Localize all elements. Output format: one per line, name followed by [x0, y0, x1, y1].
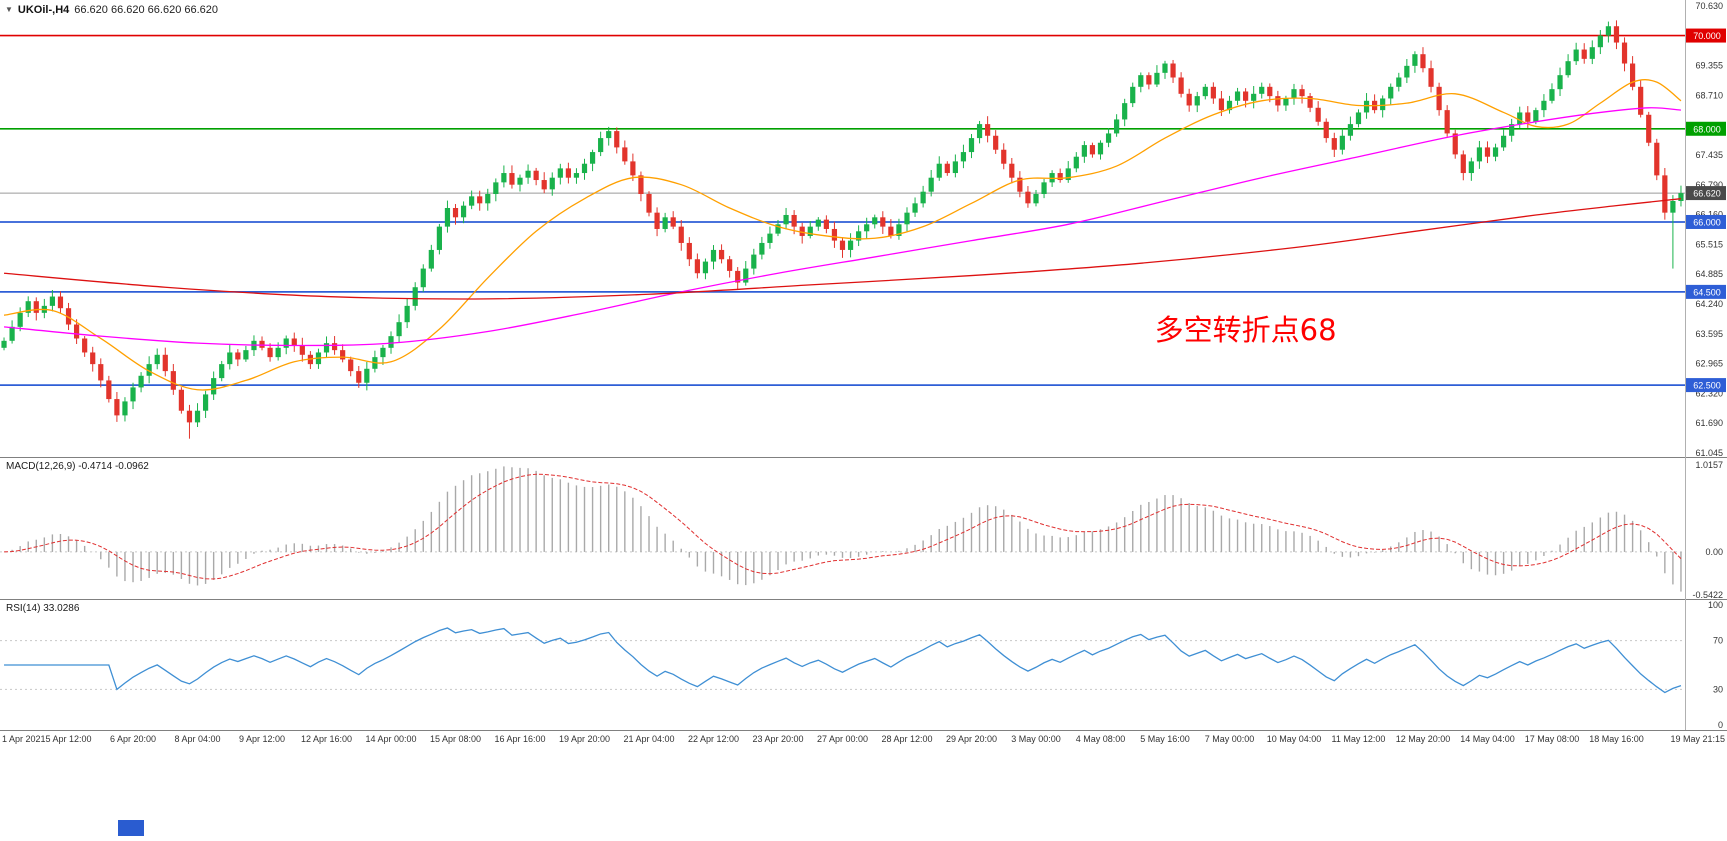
svg-text:61.690: 61.690	[1695, 418, 1723, 428]
svg-text:22 Apr 12:00: 22 Apr 12:00	[688, 734, 739, 744]
svg-text:-0.5422: -0.5422	[1692, 590, 1723, 600]
svg-text:65.515: 65.515	[1695, 240, 1723, 250]
svg-text:11 May 12:00: 11 May 12:00	[1332, 734, 1386, 744]
svg-text:5 Apr 12:00: 5 Apr 12:00	[46, 734, 92, 744]
svg-text:19 Apr 20:00: 19 Apr 20:00	[559, 734, 610, 744]
svg-text:18 May 16:00: 18 May 16:00	[1589, 734, 1644, 744]
svg-text:16 Apr 16:00: 16 Apr 16:00	[494, 734, 545, 744]
svg-text:17 May 08:00: 17 May 08:00	[1525, 734, 1580, 744]
svg-text:70: 70	[1713, 636, 1723, 646]
svg-text:14 May 04:00: 14 May 04:00	[1460, 734, 1515, 744]
chart-dropdown-icon[interactable]: ▼	[5, 5, 13, 14]
svg-text:19 May 21:15: 19 May 21:15	[1670, 734, 1725, 744]
svg-text:64.240: 64.240	[1695, 299, 1723, 309]
svg-text:63.595: 63.595	[1695, 329, 1723, 339]
bottom-left-marker	[118, 820, 144, 836]
svg-text:1.0157: 1.0157	[1695, 460, 1723, 470]
svg-text:6 Apr 20:00: 6 Apr 20:00	[110, 734, 156, 744]
svg-text:66.160: 66.160	[1695, 210, 1723, 220]
svg-text:70.630: 70.630	[1695, 1, 1723, 11]
svg-text:28 Apr 12:00: 28 Apr 12:00	[881, 734, 932, 744]
svg-text:9 Apr 12:00: 9 Apr 12:00	[239, 734, 285, 744]
svg-text:62.320: 62.320	[1695, 388, 1723, 398]
svg-text:7 May 00:00: 7 May 00:00	[1205, 734, 1255, 744]
svg-text:14 Apr 00:00: 14 Apr 00:00	[365, 734, 416, 744]
symbol-timeframe-label: UKOil-,H4	[17, 4, 70, 16]
svg-text:12 Apr 16:00: 12 Apr 16:00	[301, 734, 352, 744]
svg-text:10 May 04:00: 10 May 04:00	[1267, 734, 1322, 744]
svg-text:100: 100	[1708, 600, 1723, 610]
svg-text:1 Apr 2021: 1 Apr 2021	[2, 734, 46, 744]
svg-text:3 May 00:00: 3 May 00:00	[1011, 734, 1061, 744]
svg-text:27 Apr 00:00: 27 Apr 00:00	[817, 734, 868, 744]
svg-text:0: 0	[1718, 720, 1723, 730]
svg-text:5 May 16:00: 5 May 16:00	[1140, 734, 1190, 744]
svg-text:62.965: 62.965	[1695, 358, 1723, 368]
svg-text:68.710: 68.710	[1695, 91, 1723, 101]
svg-text:64.885: 64.885	[1695, 269, 1723, 279]
svg-text:68.000: 68.000	[1693, 124, 1721, 134]
svg-text:66.790: 66.790	[1695, 180, 1723, 190]
chart-title: ▼ UKOil-,H4 66.620 66.620 66.620 66.620	[5, 4, 218, 16]
svg-text:29 Apr 20:00: 29 Apr 20:00	[946, 734, 997, 744]
svg-text:21 Apr 04:00: 21 Apr 04:00	[623, 734, 674, 744]
svg-text:0.00: 0.00	[1705, 547, 1723, 557]
svg-text:4 May 08:00: 4 May 08:00	[1076, 734, 1126, 744]
ohlc-values: 66.620 66.620 66.620 66.620	[74, 4, 219, 16]
svg-text:15 Apr 08:00: 15 Apr 08:00	[430, 734, 481, 744]
svg-text:30: 30	[1713, 684, 1723, 694]
svg-text:67.435: 67.435	[1695, 150, 1723, 160]
macd-indicator-label: MACD(12,26,9) -0.4714 -0.0962	[6, 461, 149, 472]
annotation-text[interactable]: 多空转折点68	[1154, 313, 1337, 348]
svg-text:70.000: 70.000	[1693, 31, 1721, 41]
svg-text:8 Apr 04:00: 8 Apr 04:00	[175, 734, 221, 744]
rsi-indicator-label: RSI(14) 33.0286	[6, 603, 80, 614]
svg-text:66.000: 66.000	[1693, 217, 1721, 227]
svg-text:64.500: 64.500	[1693, 287, 1721, 297]
svg-text:12 May 20:00: 12 May 20:00	[1396, 734, 1451, 744]
svg-text:66.620: 66.620	[1693, 189, 1721, 199]
svg-text:23 Apr 20:00: 23 Apr 20:00	[752, 734, 803, 744]
svg-text:69.355: 69.355	[1695, 61, 1723, 71]
svg-text:61.045: 61.045	[1695, 448, 1723, 458]
svg-text:62.500: 62.500	[1693, 381, 1721, 391]
